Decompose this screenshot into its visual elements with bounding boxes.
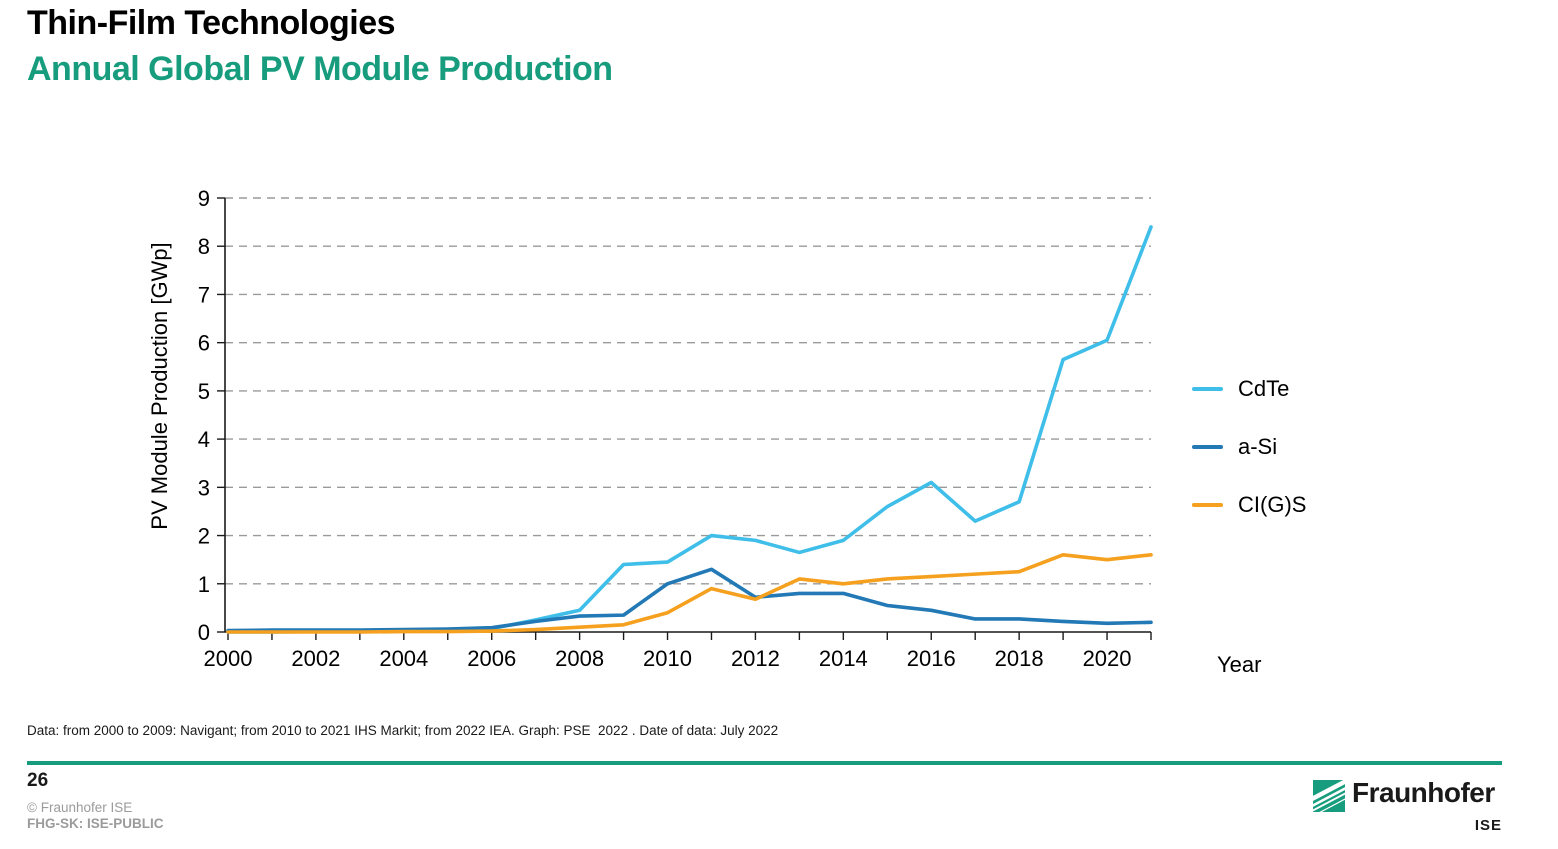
fraunhofer-logo: Fraunhofer ISE bbox=[1313, 777, 1503, 836]
x-tick-label: 2008 bbox=[555, 646, 604, 671]
copyright-text: © Fraunhofer ISE bbox=[27, 800, 133, 815]
x-tick-label: 2012 bbox=[731, 646, 780, 671]
fraunhofer-ise-label: ISE bbox=[1474, 817, 1502, 834]
slide-title: Thin-Film Technologies bbox=[27, 4, 396, 42]
legend-item-asi: a-Si bbox=[1192, 434, 1306, 459]
series-line-CI(G)S bbox=[226, 553, 1153, 634]
page-number: 26 bbox=[27, 770, 49, 791]
classification-text: FHG-SK: ISE-PUBLIC bbox=[27, 816, 164, 831]
chart-legend: CdTe a-Si CI(G)S bbox=[1192, 376, 1307, 551]
footer-divider bbox=[27, 761, 1502, 765]
x-tick-label: 2016 bbox=[907, 646, 956, 671]
slide-subtitle: Annual Global PV Module Production bbox=[27, 50, 613, 88]
y-tick-label: 6 bbox=[198, 331, 210, 356]
legend-swatch-cdte bbox=[1192, 387, 1223, 391]
fraunhofer-wordmark: Fraunhofer bbox=[1352, 777, 1495, 808]
y-axis-title: PV Module Production [GWp] bbox=[147, 242, 172, 530]
fraunhofer-logo-icon bbox=[1313, 780, 1345, 812]
x-axis-title: Year bbox=[1217, 652, 1262, 677]
legend-item-cigs: CI(G)S bbox=[1192, 492, 1307, 517]
x-tick-label: 2002 bbox=[291, 646, 340, 671]
y-tick-label: 8 bbox=[198, 234, 210, 259]
x-tick-label: 2014 bbox=[819, 646, 868, 671]
y-tick-label: 4 bbox=[198, 427, 210, 452]
y-tick-label: 9 bbox=[198, 186, 210, 211]
x-tick-label: 2004 bbox=[379, 646, 428, 671]
y-tick-label: 7 bbox=[198, 282, 210, 307]
x-tick-label: 2006 bbox=[467, 646, 516, 671]
x-tick-label: 2000 bbox=[204, 646, 253, 671]
legend-label-cigs: CI(G)S bbox=[1238, 492, 1307, 517]
y-tick-label: 2 bbox=[198, 524, 210, 549]
legend-label-asi: a-Si bbox=[1238, 434, 1278, 459]
y-tick-label: 0 bbox=[198, 620, 210, 645]
y-tick-label: 3 bbox=[198, 475, 210, 500]
x-tick-label: 2010 bbox=[643, 646, 692, 671]
series-line-a-Si bbox=[226, 567, 1153, 633]
x-tick-label: 2020 bbox=[1083, 646, 1132, 671]
x-tick-label: 2018 bbox=[995, 646, 1044, 671]
legend-item-cdte: CdTe bbox=[1192, 376, 1306, 401]
source-note: Data: from 2000 to 2009: Navigant; from … bbox=[27, 723, 779, 738]
y-tick-label: 5 bbox=[198, 379, 210, 404]
legend-swatch-asi bbox=[1192, 445, 1223, 449]
y-tick-label: 1 bbox=[198, 572, 210, 597]
legend-swatch-cigs bbox=[1192, 503, 1223, 507]
legend-label-cdte: CdTe bbox=[1238, 376, 1290, 401]
